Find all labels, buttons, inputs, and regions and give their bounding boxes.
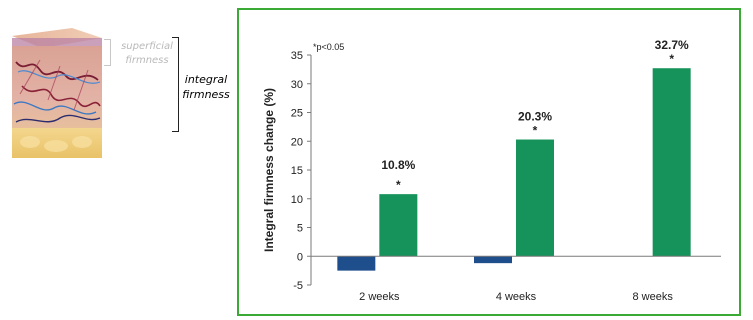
- y-tick-label: 10: [291, 194, 303, 206]
- x-category-label: 2 weeks: [359, 291, 400, 303]
- y-tick-label: 5: [297, 223, 303, 235]
- y-tick-label: -5: [293, 280, 303, 292]
- significance-star: *: [396, 178, 401, 192]
- y-tick-label: 30: [291, 79, 303, 91]
- chart-data-labels: *10.8%*20.3%*32.7%: [381, 38, 689, 192]
- y-axis-ticks: 35 30 25 20 15 10 5 0 -5: [291, 50, 311, 292]
- y-tick-label: 35: [291, 50, 303, 62]
- x-category-label: 4 weeks: [496, 291, 537, 303]
- firmness-chart-panel: 35 30 25 20 15 10 5 0 -5 2 weeks 4 weeks 8 weeks *…: [237, 8, 741, 316]
- chart-bars: [337, 68, 691, 271]
- bar: [516, 139, 554, 257]
- y-tick-label: 0: [297, 251, 303, 263]
- skin-cross-section-image: [12, 28, 102, 158]
- x-category-label: 8 weeks: [632, 291, 673, 303]
- bar-value-label: 20.3%: [518, 110, 552, 124]
- x-axis-categories: 2 weeks 4 weeks 8 weeks: [359, 291, 673, 303]
- bar-value-label: 32.7%: [655, 38, 689, 52]
- bar: [652, 68, 691, 257]
- significance-note: *p<0.05: [313, 42, 344, 52]
- skin-illustration-panel: superficial firmness integral firmness: [0, 0, 236, 320]
- significance-star: *: [669, 52, 674, 66]
- y-tick-label: 25: [291, 108, 303, 120]
- firmness-bar-chart: 35 30 25 20 15 10 5 0 -5 2 weeks 4 weeks 8 weeks *…: [262, 38, 721, 303]
- y-axis-title: Integral firmness change (%): [262, 88, 276, 252]
- bar-value-label: 10.8%: [381, 158, 415, 172]
- y-tick-label: 15: [291, 165, 303, 177]
- significance-star: *: [533, 124, 538, 138]
- superficial-firmness-bracket: [104, 39, 111, 66]
- skin-block: [12, 28, 102, 158]
- superficial-firmness-label: superficial firmness: [121, 41, 173, 66]
- bar: [337, 256, 376, 271]
- y-tick-label: 20: [291, 136, 303, 148]
- bar: [474, 256, 512, 264]
- integral-firmness-label: integral firmness: [182, 73, 230, 101]
- integral-firmness-bracket: [172, 37, 179, 132]
- bar: [379, 194, 418, 257]
